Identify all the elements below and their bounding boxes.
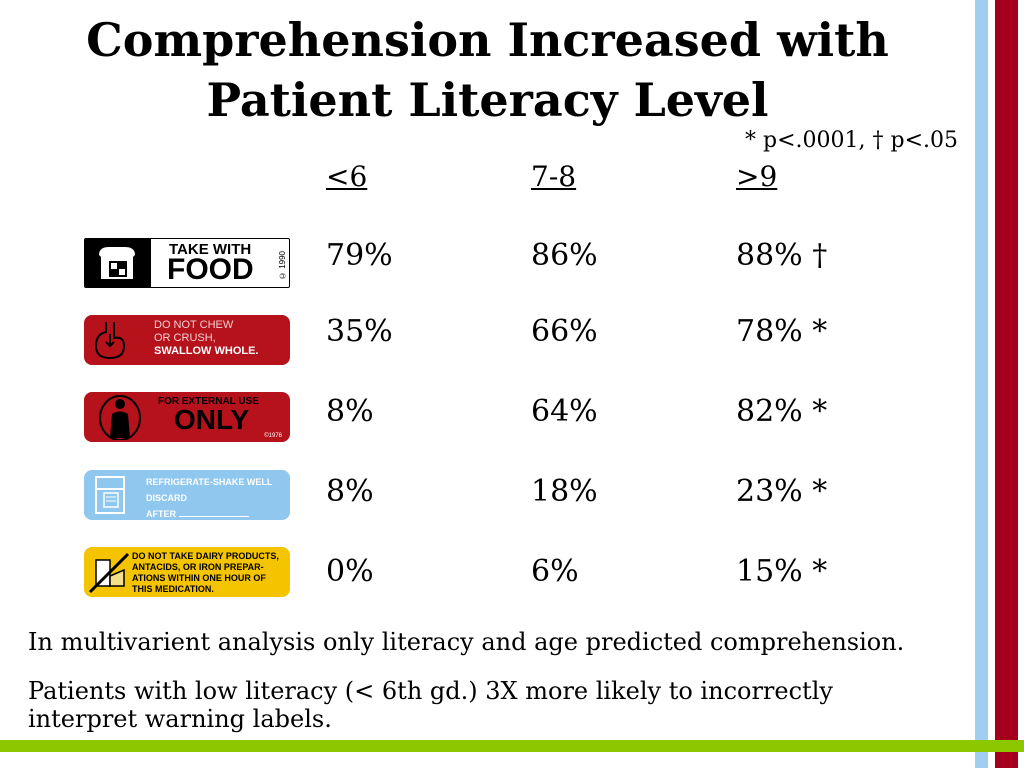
dairy-label-line-4: THIS MEDICATION. — [132, 584, 214, 594]
external-use-label: FOR EXTERNAL USE ONLY ©1976 — [84, 392, 290, 442]
row-refrigerate-lt6: 8% — [326, 474, 374, 509]
row-dairy-lt6: 0% — [326, 554, 374, 589]
bread-icon — [99, 247, 135, 279]
row-external-gt9: 82% * — [736, 394, 828, 429]
row-chew-lt6: 35% — [326, 314, 393, 349]
external-label-copyright: ©1976 — [264, 433, 282, 439]
row-dairy-gt9: 15% * — [736, 554, 828, 589]
refrigerate-label-line-1: REFRIGERATE-SHAKE WELL — [146, 477, 273, 487]
decorative-red-bar — [995, 0, 1018, 768]
row-refrigerate-gt9: 23% * — [736, 474, 828, 509]
column-header-gt9: >9 — [736, 160, 778, 193]
row-food-7-8: 86% — [531, 238, 598, 273]
title-line-1: Comprehension Increased with — [86, 13, 889, 67]
no-dairy-icon — [88, 552, 130, 594]
dairy-label-line-2: ANTACIDS, OR IRON PREPAR- — [132, 562, 264, 572]
row-external-lt6: 8% — [326, 394, 374, 429]
note-low-literacy: Patients with low literacy (< 6th gd.) 3… — [28, 677, 833, 733]
row-dairy-7-8: 6% — [531, 554, 579, 589]
stomach-icon — [94, 322, 126, 360]
do-not-chew-label: DO NOT CHEW OR CRUSH, SWALLOW WHOLE. — [84, 315, 290, 365]
date-write-line — [178, 516, 249, 517]
significance-footnote: * p<.0001, † p<.05 — [745, 128, 958, 153]
dairy-label-line-3: ATIONS WITHIN ONE HOUR OF — [132, 573, 266, 583]
row-chew-gt9: 78% * — [736, 314, 828, 349]
dairy-label-line-1: DO NOT TAKE DAIRY PRODUCTS, — [132, 551, 279, 561]
food-label-line-2: FOOD — [167, 253, 254, 286]
refrigerate-label-line-3: AFTER — [146, 509, 176, 519]
chew-label-line-1: DO NOT CHEW — [154, 319, 234, 331]
note-multivariate-analysis: In multivarient analysis only literacy a… — [28, 628, 905, 656]
row-external-7-8: 64% — [531, 394, 598, 429]
human-figure-icon — [99, 395, 141, 440]
slide-title: Comprehension Increased with Patient Lit… — [0, 10, 975, 130]
row-refrigerate-7-8: 18% — [531, 474, 598, 509]
dairy-label-text: DO NOT TAKE DAIRY PRODUCTS, ANTACIDS, OR… — [132, 551, 279, 595]
row-chew-7-8: 66% — [531, 314, 598, 349]
column-header-lt6: <6 — [326, 160, 368, 193]
chew-label-text: DO NOT CHEW OR CRUSH, SWALLOW WHOLE. — [154, 319, 258, 358]
external-label-line-1: FOR EXTERNAL USE — [158, 396, 259, 407]
take-with-food-label: TAKE WITH FOOD © 1990 — [84, 238, 290, 288]
row-food-lt6: 79% — [326, 238, 393, 273]
refrigerator-icon — [95, 476, 125, 514]
external-label-line-2: ONLY — [174, 404, 250, 435]
refrigerate-label-line-2: DISCARD — [146, 493, 188, 503]
row-food-gt9: 88% † — [736, 238, 828, 273]
no-dairy-label: DO NOT TAKE DAIRY PRODUCTS, ANTACIDS, OR… — [84, 547, 290, 597]
chew-label-line-2: OR CRUSH, — [154, 332, 216, 344]
chew-label-line-3: SWALLOW WHOLE. — [154, 345, 259, 357]
refrigerate-label-text: REFRIGERATE-SHAKE WELL DISCARD AFTER — [146, 474, 272, 520]
food-label-line-1: TAKE WITH — [169, 241, 252, 258]
title-line-2: Patient Literacy Level — [206, 73, 769, 127]
column-header-7-8: 7-8 — [531, 160, 577, 193]
refrigerate-label: REFRIGERATE-SHAKE WELL DISCARD AFTER — [84, 470, 290, 520]
decorative-blue-bar — [975, 0, 988, 768]
decorative-green-bar — [0, 740, 1024, 752]
food-label-copyright: © 1990 — [278, 251, 287, 281]
